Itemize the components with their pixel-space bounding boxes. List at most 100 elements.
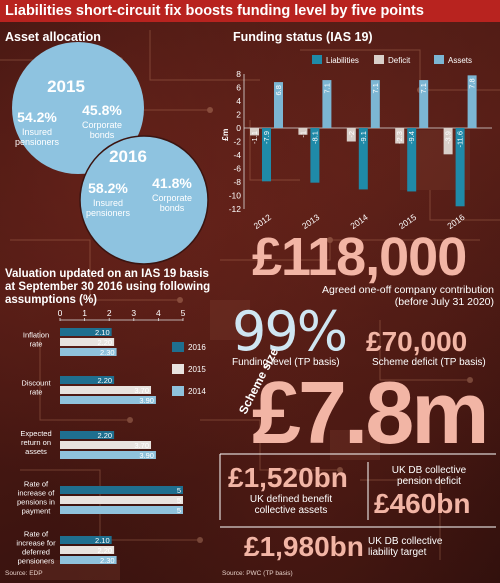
pie-2015-left-pct: 54.2% (17, 109, 57, 125)
category-label-0: rate (30, 340, 43, 349)
vbar-label-2014-0: 2.30 (100, 348, 115, 357)
vbar-2016-3 (60, 486, 183, 494)
category-label-3: increase of (18, 489, 56, 498)
y-tick-label: -6 (233, 164, 241, 174)
pie-2015-disc (12, 42, 144, 174)
bar-label-deficit-2016: -3.9 (444, 131, 453, 144)
uk-db-liability-label-line-2: liability target (368, 547, 427, 558)
vbar-2016-4 (60, 536, 112, 544)
bar-liabilities-2015 (407, 128, 417, 192)
bar-label-deficit-2014: -2 (347, 131, 356, 138)
bar-label-assets-2015: 7.1 (419, 83, 428, 93)
category-label-0: Inflation (23, 331, 49, 340)
vbar-label-2016-0: 2.10 (95, 328, 110, 337)
bar-label-deficit-2012: -1.1 (250, 131, 259, 144)
scheme-size-value: £7.8m (252, 363, 490, 462)
pie-2016: 2016 58.2% Insured pensioners 41.8% Corp… (79, 135, 209, 265)
x-tick-label: 0 (58, 308, 63, 318)
bar-label-assets-2014: 7.1 (371, 83, 380, 93)
vbar-label-2015-3: 5 (177, 496, 181, 505)
vbar-2016-2 (60, 431, 115, 439)
bar-label-liabilities-2016: -11.6 (456, 131, 465, 148)
pie-2015-right-label-1: Corporate (82, 120, 122, 130)
vbar-label-2014-1: 3.90 (139, 396, 154, 405)
vbar-2015-3 (60, 496, 183, 504)
bar-deficit-2016 (443, 128, 453, 155)
bar-deficit-2014 (346, 128, 356, 142)
category-label-4: Rate of (24, 530, 49, 539)
legend-swatch-assets (434, 55, 444, 64)
valuation-title-line-1: Valuation updated on an IAS 19 basis (5, 268, 209, 280)
y-tick-label: 6 (236, 83, 241, 93)
vbar-2014-1 (60, 396, 156, 404)
bar-deficit-2012 (250, 128, 259, 136)
pie-2016-year: 2016 (109, 147, 147, 166)
pie-2016-right-label-2: bonds (160, 203, 185, 213)
y-tick-label: -12 (229, 204, 242, 214)
asset-allocation-title: Asset allocation (5, 30, 101, 44)
valuation-title: Valuation updated on an IAS 19 basis at … (5, 268, 210, 307)
contribution-label-line-2: (before July 31 2020) (394, 296, 494, 308)
bar-label-assets-2013: 7.1 (322, 83, 331, 93)
vbar-label-2016-3: 5 (177, 486, 181, 495)
valuation-source: Source: EDP (5, 570, 43, 577)
legend-label-assets: Assets (448, 56, 472, 65)
category-label-4: pensioners (18, 557, 55, 566)
legend-swatch-liabilities (312, 55, 322, 64)
vbar-label-2016-4: 2.10 (95, 536, 110, 545)
legend-swatch-deficit (374, 55, 384, 64)
bar-label-liabilities-2013: -8.1 (310, 131, 319, 144)
page-title: Liabilities short-circuit fix boosts fun… (0, 0, 500, 22)
legend-label-2016: 2016 (188, 343, 206, 352)
y-tick-label: -4 (233, 150, 241, 160)
pie-2015-left-label-2: pensioners (15, 137, 60, 147)
vbar-label-2014-2: 3.90 (139, 451, 154, 460)
asset-allocation-pies: 2015 54.2% Insured pensioners 45.8% Corp… (12, 42, 209, 265)
category-label-3: pensions in (17, 498, 55, 507)
pie-2015-right-pct: 45.8% (82, 102, 122, 118)
pie-2015: 2015 54.2% Insured pensioners 45.8% Corp… (12, 42, 144, 174)
funding-level-value: 99% (232, 300, 348, 363)
category-label-2: Expected (20, 429, 51, 438)
vbar-2014-3 (60, 506, 183, 514)
bar-deficit-2013 (298, 128, 308, 135)
bar-label-assets-2012: 6.8 (274, 85, 283, 95)
category-label-3: payment (22, 507, 52, 516)
pie-2015-year: 2015 (47, 77, 85, 96)
pie-2015-right-label-2: bonds (90, 130, 115, 140)
contribution-label: Agreed one-off company contribution (bef… (290, 284, 494, 308)
bar-liabilities-2013 (310, 128, 320, 183)
vbar-2014-2 (60, 451, 156, 459)
legend-label-deficit: Deficit (388, 56, 411, 65)
uk-db-assets-label-line-2: collective assets (254, 505, 328, 516)
scheme-deficit-label: Scheme deficit (TP basis) (372, 357, 486, 368)
category-label-4: increase for (16, 539, 56, 548)
y-tick-label: -10 (229, 191, 242, 201)
x-tick-label: 3 (131, 308, 136, 318)
category-label-3: Rate of (24, 480, 49, 489)
bar-liabilities-2014 (358, 128, 368, 190)
uk-db-divider-lines (219, 453, 496, 528)
pie-2016-right-pct: 41.8% (152, 175, 192, 191)
uk-db-deficit-label: UK DB collective pension deficit (374, 465, 484, 487)
vbar-2015-1 (60, 386, 152, 394)
funding-status-chart: Liabilities Deficit Assets£m-12-10-8-6-4-2… (222, 55, 492, 231)
uk-db-liability-label: UK DB collective liability target (368, 536, 442, 558)
vbar-label-2014-3: 5 (177, 506, 181, 515)
uk-db-assets-value: £1,520bn (228, 462, 348, 493)
bar-label-liabilities-2015: -9.4 (407, 131, 416, 144)
category-label-1: Discount (21, 379, 51, 388)
bar-assets-2012 (274, 82, 283, 128)
legend-label-2015: 2015 (188, 365, 206, 374)
uk-db-assets-label-line-1: UK defined benefit (249, 494, 333, 505)
bar-label-deficit-2013: -1 (298, 131, 307, 138)
x-tick-label: 4 (156, 308, 161, 318)
scheme-deficit-value: £70,000 (366, 326, 468, 357)
legend-label-liabilities: Liabilities (326, 56, 359, 65)
uk-db-liability-label-line-1: UK DB collective (368, 536, 443, 547)
legend-swatch-2015 (172, 364, 184, 374)
pie-2016-left-label-2: pensioners (86, 208, 131, 218)
bar-label-liabilities-2014: -9.1 (359, 131, 368, 144)
vbar-label-2015-2: 3.70 (134, 441, 149, 450)
y-axis-label: £m (222, 128, 230, 141)
